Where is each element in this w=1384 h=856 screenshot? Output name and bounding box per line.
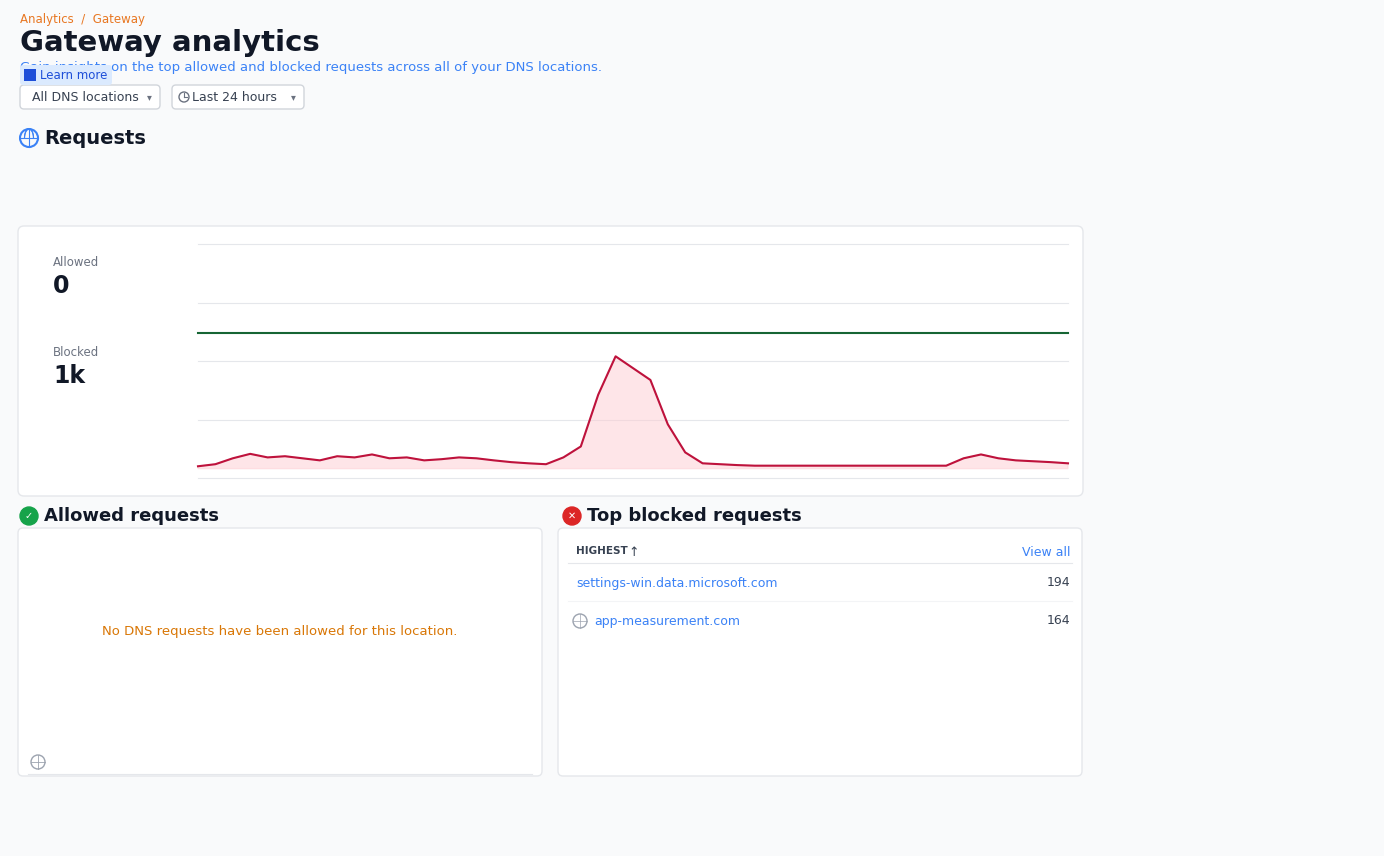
Text: settings-win.data.microsoft.com: settings-win.data.microsoft.com [576,576,778,590]
Text: Last 24 hours: Last 24 hours [192,91,277,104]
Circle shape [563,507,581,525]
Text: app-measurement.com: app-measurement.com [594,615,740,627]
Text: Gain insights on the top allowed and blocked requests across all of your DNS loc: Gain insights on the top allowed and blo… [19,61,602,74]
Text: Allowed requests: Allowed requests [44,507,219,525]
Bar [24,69,36,81]
Text: Allowed: Allowed [53,256,100,269]
Text: Top blocked requests: Top blocked requests [587,507,801,525]
Text: ✓: ✓ [25,511,33,521]
Text: HIGHEST: HIGHEST [576,546,628,556]
Text: 194: 194 [1046,576,1070,590]
Text: Requests: Requests [44,128,145,147]
Text: Analytics  /  Gateway: Analytics / Gateway [19,13,145,26]
FancyBboxPatch shape [172,85,304,109]
Circle shape [19,507,37,525]
Text: View all: View all [1021,546,1070,559]
FancyBboxPatch shape [18,226,1084,496]
FancyBboxPatch shape [19,85,161,109]
FancyBboxPatch shape [558,528,1082,776]
Text: No DNS requests have been allowed for this location.: No DNS requests have been allowed for th… [102,626,458,639]
Text: ✕: ✕ [567,511,576,521]
Text: All DNS locations: All DNS locations [32,91,138,104]
Text: ▾: ▾ [291,92,296,102]
Text: 1k: 1k [53,364,86,388]
Text: ↑: ↑ [628,546,638,559]
FancyBboxPatch shape [19,65,112,85]
Text: Learn more: Learn more [40,68,108,81]
Text: 0: 0 [53,274,69,298]
Text: 164: 164 [1046,615,1070,627]
Text: Blocked: Blocked [53,346,100,359]
FancyBboxPatch shape [18,528,543,776]
Polygon shape [198,356,1068,468]
Text: ▾: ▾ [147,92,152,102]
Text: Gateway analytics: Gateway analytics [19,29,320,57]
